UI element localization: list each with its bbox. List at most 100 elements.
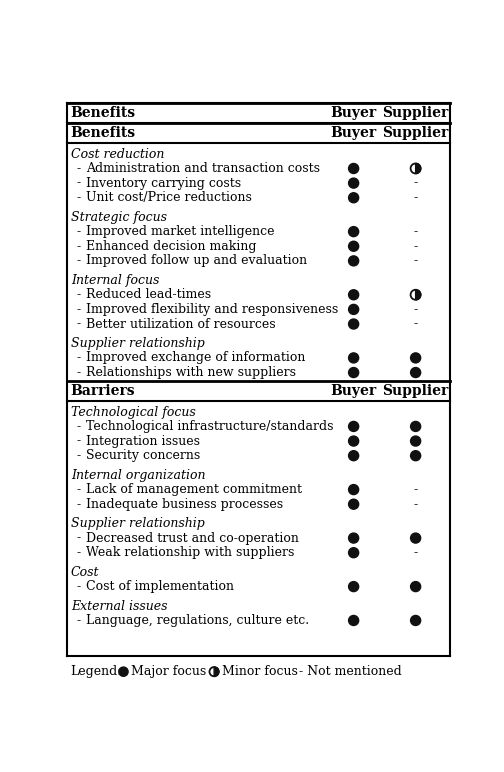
Text: -: -	[414, 240, 418, 252]
Text: -: -	[77, 317, 81, 330]
Text: Improved market intelligence: Improved market intelligence	[86, 225, 275, 238]
Text: Inventory carrying costs: Inventory carrying costs	[86, 177, 241, 190]
Text: Supplier: Supplier	[383, 384, 449, 398]
Text: Major focus: Major focus	[131, 665, 207, 678]
Text: -: -	[77, 614, 81, 627]
Text: Administration and transaction costs: Administration and transaction costs	[86, 162, 320, 175]
Text: Benefits: Benefits	[71, 127, 136, 141]
Circle shape	[349, 241, 359, 251]
Circle shape	[411, 615, 421, 625]
Text: -: -	[77, 366, 81, 379]
Text: Integration issues: Integration issues	[86, 435, 200, 448]
Text: -: -	[77, 162, 81, 175]
Circle shape	[349, 499, 359, 510]
Circle shape	[349, 304, 359, 314]
Text: Barriers: Barriers	[71, 384, 136, 398]
Text: Inadequate business processes: Inadequate business processes	[86, 498, 283, 511]
Text: External issues: External issues	[71, 600, 167, 613]
Circle shape	[349, 533, 359, 543]
Text: -: -	[77, 498, 81, 511]
Text: -: -	[77, 303, 81, 316]
Text: Benefits: Benefits	[71, 107, 136, 120]
Text: Enhanced decision making: Enhanced decision making	[86, 240, 257, 252]
Text: -: -	[77, 191, 81, 205]
Text: Buyer: Buyer	[331, 107, 376, 120]
Text: -: -	[77, 435, 81, 448]
Circle shape	[349, 319, 359, 329]
Text: -: -	[77, 288, 81, 301]
Circle shape	[349, 227, 359, 237]
Text: -: -	[414, 483, 418, 496]
Circle shape	[349, 485, 359, 495]
Text: -: -	[414, 547, 418, 559]
Text: Cost of implementation: Cost of implementation	[86, 580, 234, 593]
Text: Supplier relationship: Supplier relationship	[71, 337, 205, 350]
Text: -: -	[414, 225, 418, 238]
Circle shape	[411, 422, 421, 432]
Text: Unit cost/Price reductions: Unit cost/Price reductions	[86, 191, 252, 205]
Circle shape	[349, 193, 359, 203]
Text: Cost: Cost	[71, 566, 99, 579]
Circle shape	[349, 178, 359, 188]
Text: - Not mentioned: - Not mentioned	[299, 665, 402, 678]
Text: Better utilization of resources: Better utilization of resources	[86, 317, 276, 330]
Text: Decreased trust and co-operation: Decreased trust and co-operation	[86, 532, 299, 544]
Text: Improved follow up and evaluation: Improved follow up and evaluation	[86, 255, 307, 267]
Text: Improved exchange of information: Improved exchange of information	[86, 351, 305, 364]
Text: Improved flexibility and responsiveness: Improved flexibility and responsiveness	[86, 303, 339, 316]
Text: Relationships with new suppliers: Relationships with new suppliers	[86, 366, 296, 379]
Text: -: -	[77, 483, 81, 496]
Text: Reduced lead-times: Reduced lead-times	[86, 288, 211, 301]
Text: -: -	[414, 498, 418, 511]
Text: -: -	[77, 255, 81, 267]
Circle shape	[349, 353, 359, 363]
Wedge shape	[416, 290, 421, 300]
Text: -: -	[414, 317, 418, 330]
Text: -: -	[414, 255, 418, 267]
Text: Internal organization: Internal organization	[71, 469, 205, 482]
Text: Supplier: Supplier	[383, 127, 449, 141]
Text: Internal focus: Internal focus	[71, 274, 159, 287]
Text: -: -	[77, 580, 81, 593]
Text: -: -	[77, 420, 81, 433]
Wedge shape	[416, 164, 421, 174]
Circle shape	[411, 164, 421, 174]
Circle shape	[411, 353, 421, 363]
Circle shape	[349, 581, 359, 591]
Text: Minor focus: Minor focus	[222, 665, 298, 678]
Text: -: -	[77, 532, 81, 544]
Circle shape	[411, 581, 421, 591]
Circle shape	[349, 547, 359, 557]
Circle shape	[411, 290, 421, 300]
Text: -: -	[414, 191, 418, 205]
Text: Cost reduction: Cost reduction	[71, 147, 164, 161]
Text: Technological infrastructure/standards: Technological infrastructure/standards	[86, 420, 334, 433]
Circle shape	[349, 615, 359, 625]
Circle shape	[349, 422, 359, 432]
Circle shape	[349, 451, 359, 461]
Circle shape	[349, 256, 359, 266]
Circle shape	[411, 533, 421, 543]
Text: Buyer: Buyer	[331, 127, 376, 141]
Circle shape	[411, 436, 421, 446]
Circle shape	[349, 290, 359, 300]
Text: -: -	[414, 177, 418, 190]
Text: Strategic focus: Strategic focus	[71, 211, 167, 224]
Text: -: -	[77, 177, 81, 190]
Circle shape	[411, 367, 421, 378]
Text: -: -	[77, 547, 81, 559]
Text: Legend:: Legend:	[71, 665, 122, 678]
Text: Weak relationship with suppliers: Weak relationship with suppliers	[86, 547, 295, 559]
Text: Lack of management commitment: Lack of management commitment	[86, 483, 302, 496]
Wedge shape	[214, 667, 219, 676]
Text: Security concerns: Security concerns	[86, 449, 201, 462]
Text: -: -	[414, 303, 418, 316]
Circle shape	[349, 436, 359, 446]
Text: Technological focus: Technological focus	[71, 406, 196, 418]
Circle shape	[210, 667, 219, 676]
Circle shape	[411, 451, 421, 461]
Text: Buyer: Buyer	[331, 384, 376, 398]
Text: -: -	[77, 225, 81, 238]
Circle shape	[349, 164, 359, 174]
Text: -: -	[77, 449, 81, 462]
